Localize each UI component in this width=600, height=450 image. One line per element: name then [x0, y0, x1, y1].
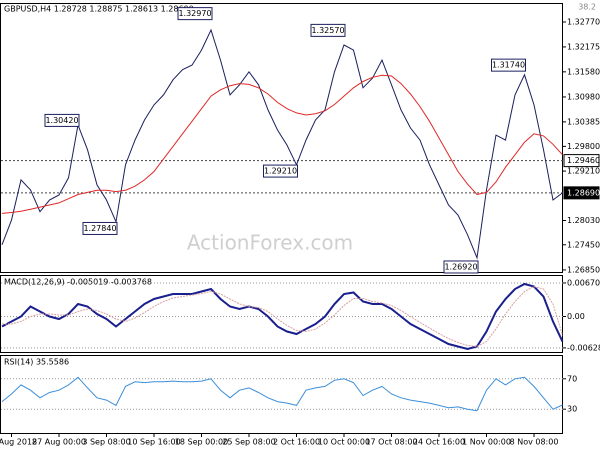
- y-tick-label: -0.00628: [567, 343, 600, 352]
- x-tick-label: 17 Aug 2018: [0, 438, 37, 447]
- y-tick-label: 1.31580: [567, 67, 600, 76]
- x-tick-label: 3 Sep 08:00: [82, 438, 130, 447]
- annotation-label: 1.30420: [45, 116, 78, 125]
- x-tick-label: 10 Sep 16:00: [127, 438, 180, 447]
- x-tick-label: 18 Sep 00:00: [175, 438, 228, 447]
- watermark: ActionForex.com: [187, 231, 353, 255]
- y-tick-label: 30: [567, 405, 577, 414]
- annotation-box: [491, 58, 526, 72]
- x-tick-label: 10 Oct 00:00: [318, 438, 370, 447]
- series-line: [2, 285, 563, 348]
- y-tick-label: 1.32770: [567, 18, 600, 27]
- y-tick-label: 1.30980: [567, 92, 600, 101]
- series-line: [1, 28, 563, 260]
- rsi-title: RSI(14) 35.5586: [4, 358, 69, 367]
- y-tick-label: 1.29210: [567, 167, 600, 176]
- annotation-label: 1.26920: [444, 262, 477, 271]
- y-tick-label: 1.26850: [567, 265, 600, 274]
- annotation-box: [177, 7, 213, 21]
- macd-title: MACD(12,26,9) -0.005019 -0.003768: [4, 278, 152, 287]
- y-tick-label: 1.32175: [567, 42, 600, 51]
- corner-note: 38.2: [578, 3, 596, 12]
- annotation-box: [82, 221, 118, 235]
- rsi-panel: [0, 355, 563, 434]
- y-tick-label: 1.28030: [567, 216, 600, 225]
- series-line: [1, 282, 564, 351]
- y-tick-label: 1.30385: [567, 117, 600, 126]
- annotation-box: [263, 164, 298, 178]
- x-tick-label: 27 Aug 00:00: [32, 438, 86, 447]
- annotation-box: [443, 260, 479, 274]
- price-label: 1.28690: [567, 188, 600, 197]
- annotation-box: [44, 113, 80, 127]
- x-tick-label: 24 Oct 16:00: [413, 438, 465, 447]
- annotation-box: [310, 23, 346, 37]
- series-line: [1, 376, 563, 412]
- y-tick-label: 0.00: [567, 312, 585, 321]
- y-tick-label: 0.006706: [567, 278, 600, 287]
- x-tick-label: 17 Oct 08:00: [365, 438, 417, 447]
- y-tick-label: 1.27450: [567, 240, 600, 249]
- series-line: [1, 74, 563, 214]
- x-tick-label: 25 Sep 08:00: [222, 438, 275, 447]
- price-title: GBPUSD,H4 1.28728 1.28875 1.28613 1.2869…: [4, 5, 194, 14]
- price-panel: [0, 3, 563, 273]
- annotation-label: 1.32570: [311, 26, 344, 35]
- price-label: 1.29460: [567, 156, 600, 165]
- annotation-label: 1.27840: [83, 224, 116, 233]
- annotation-label: 1.31740: [492, 61, 525, 70]
- price-label-box: [563, 154, 600, 168]
- x-tick-label: 1 Nov 00:00: [462, 438, 511, 447]
- price-label-box: [563, 186, 600, 200]
- annotation-label: 1.32970: [178, 9, 211, 18]
- annotation-label: 1.29210: [264, 167, 297, 176]
- y-tick-label: 1.29800: [567, 142, 600, 151]
- x-tick-label: 8 Nov 08:00: [510, 438, 559, 447]
- x-tick-label: 2 Oct 16:00: [273, 438, 320, 447]
- y-tick-label: 70: [567, 374, 577, 383]
- macd-panel: [0, 275, 563, 353]
